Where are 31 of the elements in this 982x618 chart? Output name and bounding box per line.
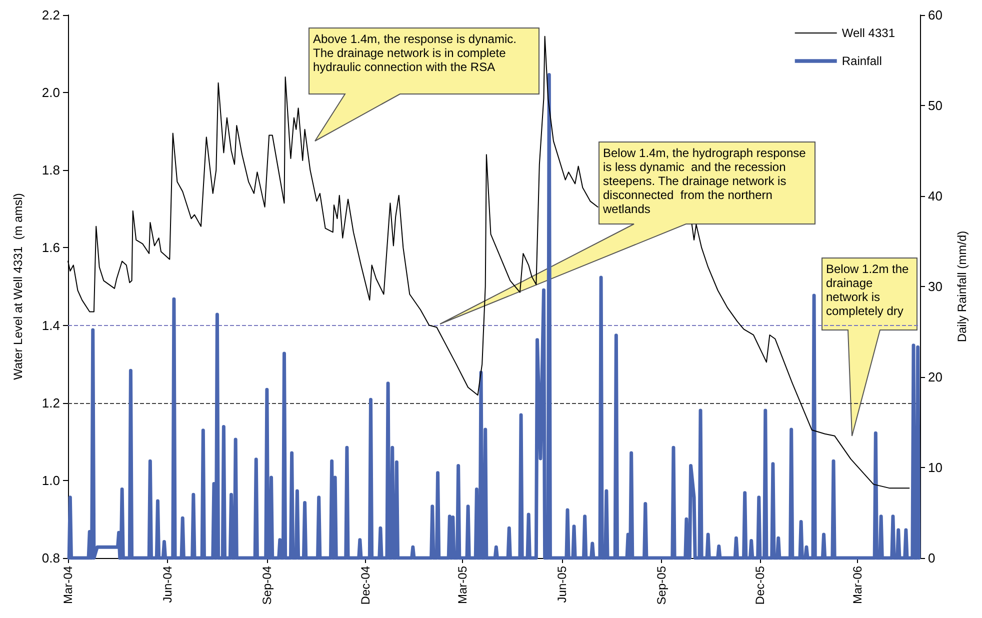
y-tick-label: 1.0 [42,472,60,488]
y-tick-label: 2.2 [42,8,60,22]
legend-label: Well 4331 [842,26,896,40]
x-tick-label: Sep-04 [260,566,274,605]
annotation: Above 1.4m, the response is dynamic. The drainage network is in complete hydraulic connection with the RSA [313,32,520,74]
y2-tick-label: 40 [928,188,942,204]
x-tick-label: Sep-05 [654,566,669,605]
y-tick-label: 2.0 [42,85,60,100]
y-tick-label: 1.4 [42,318,60,333]
x-tick-label: Mar-04 [61,566,75,604]
y2-axis-title: Daily Rainfall (mm/d) [955,230,969,342]
x-tick-label: Mar-05 [456,566,470,604]
annotation: Below 1.4m, the hydrograph response is less dynamic and the recession steepens. The drainage network is disconnected from the northern wetlands [602,146,810,216]
y-tick-label: 1.6 [42,240,60,256]
y2-tick-label: 30 [928,279,942,294]
legend-label: Rainfall [842,54,882,68]
x-tick-label: Dec-04 [358,566,372,605]
y2-tick-label: 0 [928,550,936,566]
y-tick-label: 0.8 [42,550,60,566]
x-tick-label: Dec-05 [752,566,767,605]
x-tick-label: Mar-06 [850,566,864,604]
y-tick-label: 1.8 [42,162,60,178]
y2-tick-label: 50 [928,98,942,113]
y2-tick-label: 60 [928,8,942,22]
y2-tick-label: 20 [928,370,942,384]
y-tick-label: 1.2 [42,395,60,410]
y2-tick-label: 10 [928,460,942,475]
annotation: Below 1.2m the drainage network is completely dry [826,262,912,318]
x-tick-label: Jun-04 [160,566,174,603]
y-axis-title: Water Level at Well 4331 (m amsl) [11,193,25,380]
x-tick-label: Jun-05 [555,566,570,603]
